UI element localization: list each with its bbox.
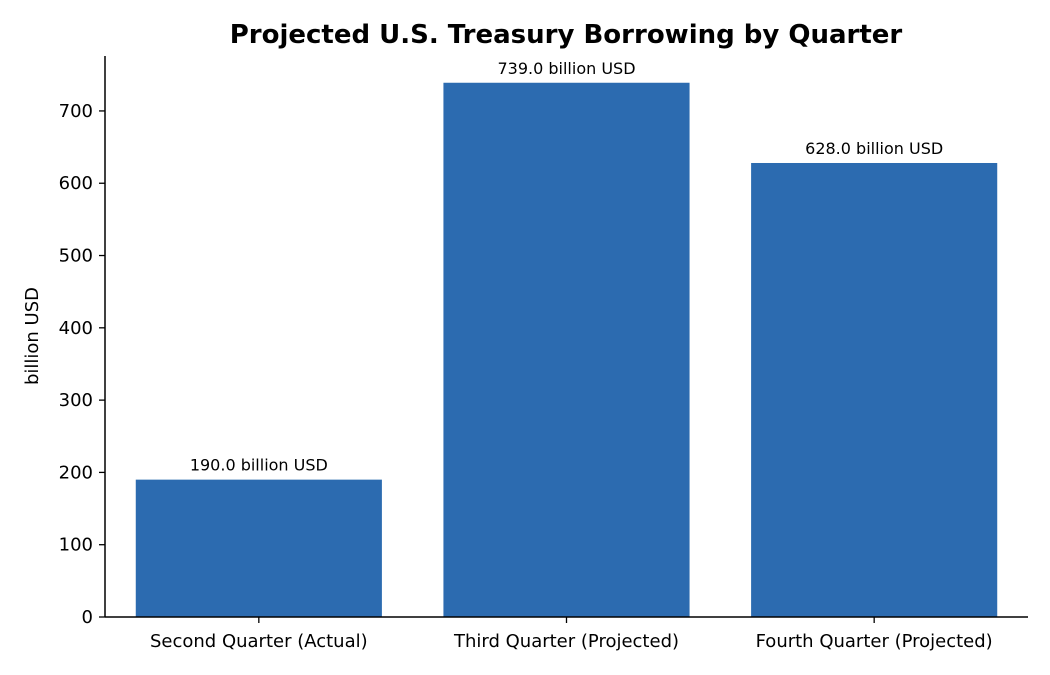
bar-1: [135, 479, 382, 617]
bar-value-label-3: 628.0 billion USD: [805, 139, 943, 158]
data-labels-group: 190.0 billion USD 739.0 billion USD 628.0 …: [190, 59, 943, 475]
bar-value-label-1: 190.0 billion USD: [190, 456, 328, 475]
y-axis-label: billion USD: [22, 287, 43, 385]
y-tick-label: 200: [59, 462, 93, 483]
x-tick-label: Second Quarter (Actual): [150, 631, 368, 652]
y-tick-label: 500: [59, 246, 93, 267]
x-axis: Second Quarter (Actual) Third Quarter (Pr…: [105, 616, 1028, 652]
y-tick-label: 0: [82, 607, 93, 628]
bar-3: [751, 162, 998, 618]
x-tick-label: Fourth Quarter (Projected): [756, 631, 993, 652]
y-axis: 0 100 200 300 400 500 600 700: [59, 56, 106, 628]
y-tick-label: 600: [59, 173, 93, 194]
y-tick-label: 700: [59, 101, 93, 122]
bars-group: [135, 82, 998, 618]
y-tick-label: 300: [59, 390, 93, 411]
y-tick-label: 100: [59, 535, 93, 556]
chart-title: Projected U.S. Treasury Borrowing by Qua…: [230, 20, 903, 50]
bar-value-label-2: 739.0 billion USD: [497, 59, 635, 78]
bar-2: [443, 82, 690, 617]
y-tick-label: 400: [59, 318, 93, 339]
x-tick-label: Third Quarter (Projected): [453, 631, 679, 652]
